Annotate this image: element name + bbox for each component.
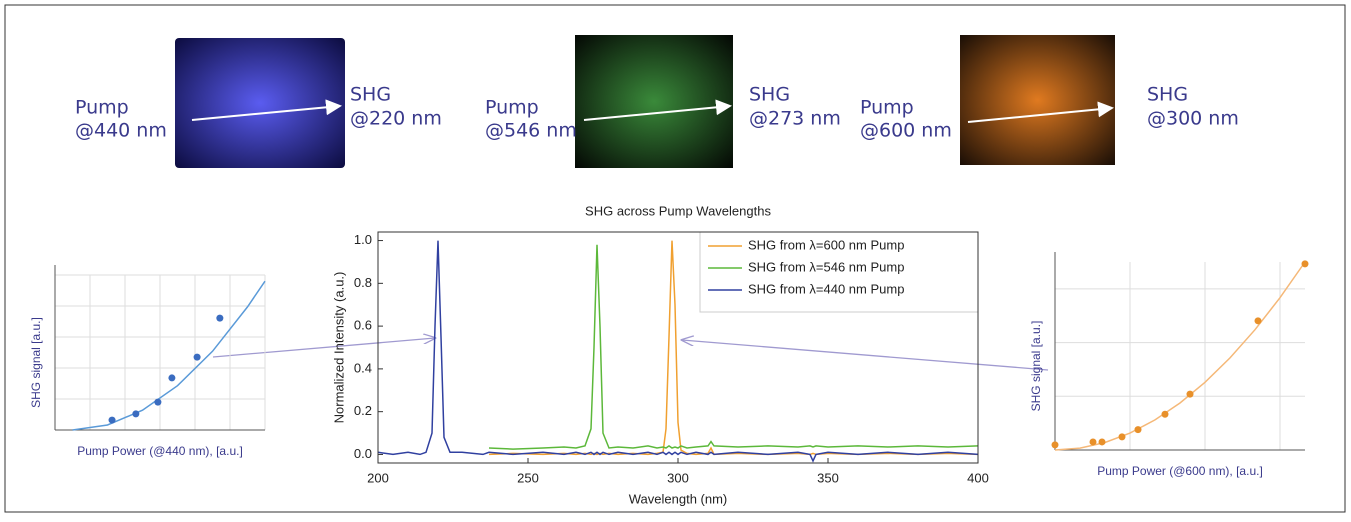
data-point xyxy=(168,374,176,382)
x-tick-label: 300 xyxy=(667,470,689,485)
data-point xyxy=(216,314,224,322)
pump-label: @600 nm xyxy=(860,120,952,142)
data-point xyxy=(1118,433,1126,441)
series-line xyxy=(488,244,979,450)
plot-frame xyxy=(377,231,979,464)
legend-label: SHG from λ=546 nm Pump xyxy=(748,259,904,274)
data-point xyxy=(1254,317,1262,325)
series-line xyxy=(377,240,979,463)
data-point xyxy=(1161,410,1169,418)
shg-label: SHG xyxy=(350,84,391,106)
photo xyxy=(575,35,733,168)
shg-label: SHG xyxy=(749,84,790,106)
data-point xyxy=(154,398,162,406)
legend-label: SHG from λ=600 nm Pump xyxy=(748,237,904,252)
shg-label: @220 nm xyxy=(350,108,442,130)
y-tick-label: 0.0 xyxy=(354,446,372,461)
fit-curve xyxy=(72,280,266,431)
x-tick-label: 400 xyxy=(967,470,989,485)
y-axis-label: SHG signal [a.u.] xyxy=(29,317,43,408)
y-tick-label: 1.0 xyxy=(354,232,372,247)
shg-label: SHG xyxy=(1147,84,1188,106)
shg-label: @273 nm xyxy=(749,108,841,130)
fit-curve xyxy=(1054,261,1306,451)
data-point xyxy=(132,410,140,418)
pump-label: @440 nm xyxy=(75,120,167,142)
pointer-arrow xyxy=(212,338,435,358)
x-tick-label: 350 xyxy=(817,470,839,485)
y-axis-label: Normalized Intensity (a.u.) xyxy=(331,272,346,424)
chart-title: SHG across Pump Wavelengths xyxy=(585,203,771,218)
legend-label: SHG from λ=440 nm Pump xyxy=(748,281,904,296)
y-tick-label: 0.6 xyxy=(354,318,372,333)
y-tick-label: 0.8 xyxy=(354,275,372,290)
shg-label: @300 nm xyxy=(1147,108,1239,130)
pump-label: @546 nm xyxy=(485,120,577,142)
x-axis-label: Pump Power (@600 nm), [a.u.] xyxy=(1097,464,1263,478)
photo xyxy=(960,35,1115,165)
pump-label: Pump xyxy=(860,97,914,119)
y-axis-label: SHG signal [a.u.] xyxy=(1029,321,1043,412)
pump-label: Pump xyxy=(75,97,129,119)
data-point xyxy=(1089,438,1097,446)
beam-arrow xyxy=(191,99,342,121)
data-point xyxy=(1134,426,1142,434)
y-tick-label: 0.2 xyxy=(354,403,372,418)
pump-label: Pump xyxy=(485,97,539,119)
data-point xyxy=(1301,260,1309,268)
pointer-arrow xyxy=(682,340,1049,371)
photo xyxy=(175,38,345,168)
beam-arrow xyxy=(583,99,732,121)
x-axis-label: Wavelength (nm) xyxy=(629,491,728,506)
data-point xyxy=(1051,441,1059,449)
data-point xyxy=(108,416,116,424)
data-point xyxy=(1098,438,1106,446)
frame xyxy=(4,4,1346,513)
beam-arrow xyxy=(967,101,1114,123)
x-axis-label: Pump Power (@440 nm), [a.u.] xyxy=(77,444,243,458)
x-tick-label: 250 xyxy=(517,470,539,485)
data-point xyxy=(1186,390,1194,398)
y-tick-label: 0.4 xyxy=(354,360,372,375)
data-point xyxy=(193,353,201,361)
x-tick-label: 200 xyxy=(367,470,389,485)
